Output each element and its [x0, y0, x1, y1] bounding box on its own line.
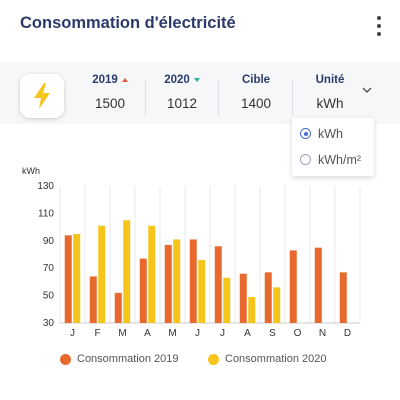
x-tick-label: S — [269, 328, 276, 339]
legend-swatch — [60, 354, 71, 365]
y-tick-label: 30 — [43, 318, 55, 329]
x-tick-label: M — [118, 328, 126, 339]
divider — [218, 80, 219, 116]
bar-consommation-2020 — [98, 225, 106, 323]
bar-consommation-2020 — [123, 220, 131, 323]
bar-consommation-2019 — [264, 272, 272, 323]
radio-selected-icon — [300, 128, 311, 139]
stats-bar — [0, 62, 400, 124]
bar-consommation-2020 — [248, 296, 256, 323]
x-tick-label: O — [294, 328, 302, 339]
bar-consommation-2020 — [223, 277, 231, 323]
x-tick-label: J — [195, 328, 200, 339]
y-axis-label: kWh — [22, 166, 40, 176]
x-tick-label: A — [244, 328, 251, 339]
stat-2020-value: 1012 — [166, 96, 198, 111]
bar-consommation-2020 — [173, 239, 181, 323]
unit-value: kWh — [316, 96, 344, 111]
bar-consommation-2019 — [139, 258, 147, 323]
unit-select[interactable]: Unité kWh — [300, 72, 360, 111]
unit-label: Unité — [315, 74, 345, 86]
stat-target: Cible 1400 — [226, 72, 286, 111]
stat-2019: 2019 1500 — [80, 72, 140, 111]
bar-consommation-2020 — [73, 233, 81, 323]
y-tick-label: 70 — [43, 263, 55, 274]
x-tick-label: N — [319, 328, 326, 339]
stat-target-value: 1400 — [240, 96, 272, 111]
bar-consommation-2019 — [314, 247, 322, 323]
y-tick-label: 90 — [43, 236, 55, 247]
bar-consommation-2020 — [198, 259, 206, 323]
legend-swatch — [208, 354, 219, 365]
bar-consommation-2020 — [148, 225, 156, 323]
x-tick-label: D — [344, 328, 351, 339]
bar-consommation-2019 — [339, 272, 347, 323]
x-tick-label: F — [94, 328, 100, 339]
unit-option-kwh[interactable]: kWh — [300, 126, 372, 144]
unit-option-label: kWh — [318, 127, 343, 141]
x-tick-label: J — [220, 328, 225, 339]
kebab-menu-icon[interactable] — [374, 14, 384, 38]
bar-consommation-2019 — [189, 239, 197, 323]
divider — [292, 80, 293, 116]
bar-consommation-2019 — [114, 292, 122, 323]
y-tick-label: 50 — [43, 291, 55, 302]
unit-options-panel: kWh kWh/m² — [292, 118, 374, 176]
y-tick-label: 110 — [38, 208, 54, 219]
stat-target-label: Cible — [241, 74, 271, 86]
stat-2019-label: 2019 — [92, 74, 118, 86]
bar-consommation-2019 — [239, 273, 247, 323]
bar-consommation-2019 — [64, 235, 72, 323]
x-tick-label: A — [144, 328, 151, 339]
stat-2020-label: 2020 — [164, 74, 190, 86]
stat-2019-value: 1500 — [94, 96, 126, 111]
bar-consommation-2019 — [289, 250, 297, 323]
x-tick-label: M — [168, 328, 176, 339]
unit-option-kwh-m2[interactable]: kWh/m² — [300, 152, 372, 170]
legend-label: Consommation 2019 — [77, 353, 179, 365]
lightning-bolt-icon — [34, 83, 50, 109]
y-tick-label: 130 — [37, 181, 54, 192]
chevron-down-icon[interactable] — [362, 86, 372, 94]
radio-unselected-icon — [300, 154, 311, 165]
trend-down-icon — [193, 77, 200, 82]
divider — [145, 80, 146, 116]
legend-label: Consommation 2020 — [225, 353, 327, 365]
bar-consommation-2019 — [214, 246, 222, 323]
x-tick-label: J — [70, 328, 75, 339]
trend-up-icon — [121, 77, 128, 82]
unit-option-label: kWh/m² — [318, 153, 362, 167]
stat-2020: 2020 1012 — [152, 72, 212, 111]
page-title: Consommation d'électricité — [20, 14, 236, 32]
lightning-bolt-button[interactable] — [20, 74, 64, 118]
bar-consommation-2020 — [273, 287, 281, 323]
bar-consommation-2019 — [89, 276, 97, 323]
bar-consommation-2019 — [164, 244, 172, 323]
